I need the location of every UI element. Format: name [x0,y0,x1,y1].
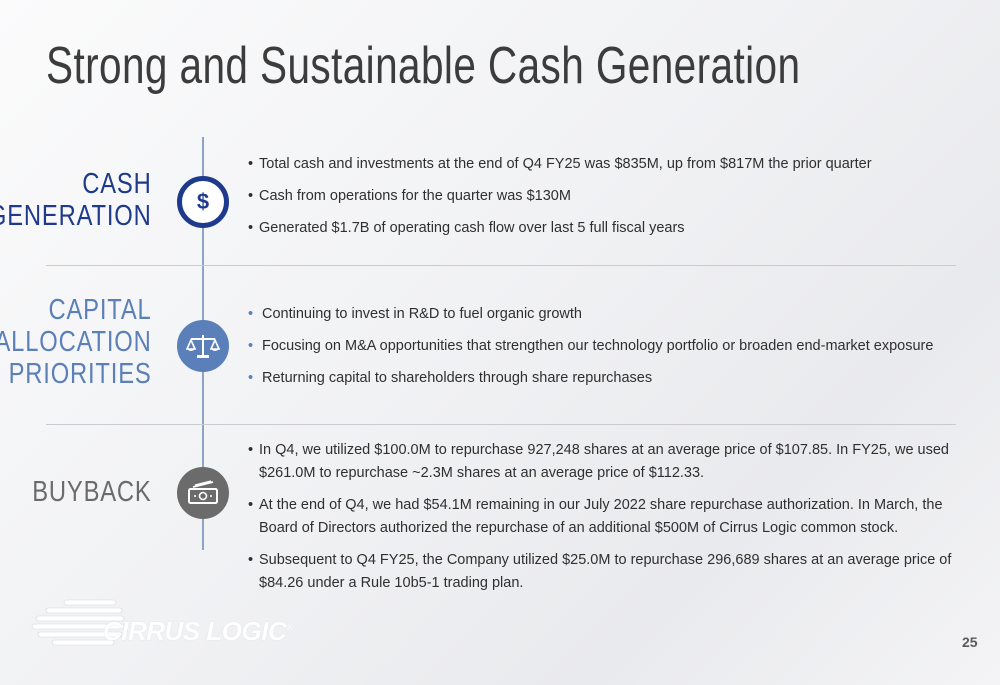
section-divider [46,265,956,266]
svg-text:$: $ [197,189,209,214]
section-label-cash-generation: CASH GENERATION [0,168,152,232]
bullet-list-cash-generation: Total cash and investments at the end of… [248,153,968,240]
list-item: Focusing on M&A opportunities that stren… [248,335,968,358]
list-item: Returning capital to shareholders throug… [248,367,968,390]
list-item: In Q4, we utilized $100.0M to repurchase… [248,439,960,485]
list-item: At the end of Q4, we had $54.1M remainin… [248,494,960,540]
bullet-list-capital-allocation: Continuing to invest in R&D to fuel orga… [248,303,968,390]
list-item: Total cash and investments at the end of… [248,153,968,176]
list-item: Subsequent to Q4 FY25, the Company utili… [248,549,960,595]
scales-icon [177,320,229,372]
list-item: Generated $1.7B of operating cash flow o… [248,217,968,240]
bullet-list-buyback: In Q4, we utilized $100.0M to repurchase… [248,439,960,595]
dollar-icon: $ [177,176,229,228]
list-item: Cash from operations for the quarter was… [248,185,968,208]
cash-icon [177,467,229,519]
cirrus-logic-logo-icon [31,599,125,646]
logo-wordmark: CIRRUS LOGIC® [103,616,294,646]
section-label-capital-allocation: CAPITAL ALLOCATION PRIORITIES [0,294,152,390]
page-title: Strong and Sustainable Cash Generation [46,37,801,95]
section-label-buyback: BUYBACK [32,476,152,508]
section-divider [46,424,956,425]
page-number: 25 [962,634,978,650]
list-item: Continuing to invest in R&D to fuel orga… [248,303,968,326]
